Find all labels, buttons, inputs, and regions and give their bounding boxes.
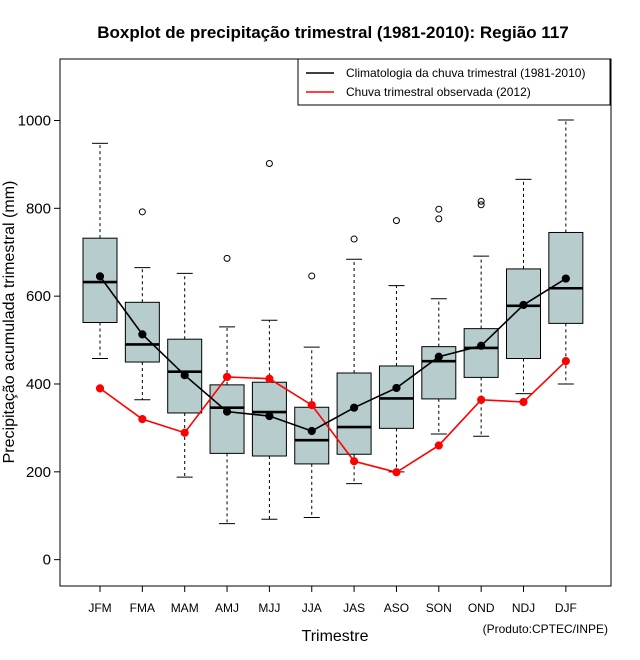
iqr-box — [251, 381, 287, 457]
legend-box — [297, 58, 611, 106]
x-tick-label: MAM — [171, 601, 199, 615]
observed-point — [307, 400, 316, 410]
observed-point — [350, 457, 359, 466]
y-tick-label: 400 — [26, 376, 51, 393]
climatology-point — [138, 330, 147, 339]
y-axis-label: Precipitação acumulada trimestral (mm) — [1, 181, 18, 464]
climatology-point — [434, 352, 443, 361]
x-tick-label: NDJ — [512, 601, 535, 615]
observed-point — [477, 395, 486, 404]
iqr-box — [506, 268, 541, 360]
iqr-box — [294, 406, 330, 465]
x-tick-label: OND — [468, 601, 495, 615]
observed-point — [95, 384, 105, 393]
climatology-series-line — [99, 275, 567, 432]
x-tick-label: JFM — [88, 601, 111, 615]
x-tick-label: JAS — [343, 601, 365, 615]
axes-layer: 0 200 400 600 800 1000 JFM FMA MAM AMJ MJJ JJA JAS AS… — [18, 112, 577, 615]
box-mjj — [251, 160, 287, 520]
climatology-point — [477, 341, 486, 350]
box-jja — [294, 272, 330, 518]
outlier-point — [308, 272, 316, 280]
observed-point — [392, 468, 401, 477]
x-tick-label: AMJ — [215, 601, 239, 615]
x-tick-label: ASO — [384, 601, 409, 615]
climatology-point — [180, 371, 189, 380]
outlier-point — [265, 160, 273, 168]
y-tick-label: 600 — [26, 288, 51, 305]
climatology-point — [561, 274, 570, 283]
x-tick-label: FMA — [130, 601, 155, 615]
climatology-point — [307, 426, 316, 436]
outlier-point — [223, 254, 231, 262]
observed-point — [222, 372, 232, 382]
x-tick-label: JJA — [302, 601, 322, 615]
y-tick-label: 200 — [26, 464, 51, 481]
observed-point — [561, 357, 570, 366]
observed-series-line — [99, 360, 567, 474]
legend-label-climatology: Climatologia da chuva trimestral (1981-2… — [346, 66, 585, 80]
box-ndj — [506, 178, 541, 395]
legend-label-observed: Chuva trimestral observada (2012) — [346, 85, 531, 99]
y-tick-label: 0 — [43, 552, 51, 569]
outlier-point — [350, 235, 358, 243]
outlier-point — [477, 201, 485, 209]
legend: Climatologia da chuva trimestral (1981-2… — [297, 58, 611, 106]
x-tick-label: MJJ — [258, 601, 280, 615]
x-axis-label: Trimestre — [302, 628, 369, 645]
outlier-point — [435, 215, 443, 223]
observed-point — [265, 374, 274, 383]
outlier-point — [138, 208, 146, 216]
chart-title: Boxplot de precipitação trimestral (1981… — [97, 23, 568, 42]
iqr-box — [209, 384, 245, 454]
climatology-point — [95, 272, 105, 281]
climatology-point — [519, 300, 528, 310]
iqr-box — [463, 328, 499, 378]
iqr-box — [378, 365, 414, 429]
observed-point — [519, 397, 528, 407]
observed-point — [434, 441, 443, 450]
series-layer — [95, 272, 570, 477]
box-aso — [378, 217, 414, 473]
box-amj — [209, 254, 245, 525]
y-tick-label: 1000 — [18, 112, 51, 129]
product-credit: (Produto:CPTEC/INPE) — [483, 622, 608, 636]
climatology-point — [222, 407, 232, 416]
outlier-point — [477, 197, 485, 205]
y-tick-label: 800 — [26, 200, 51, 217]
observed-point — [138, 415, 147, 424]
box-jas — [336, 235, 372, 485]
outlier-point — [435, 205, 443, 213]
climatology-point — [392, 383, 401, 393]
observed-point — [180, 428, 189, 437]
climatology-point — [350, 403, 359, 412]
x-tick-label: DJF — [555, 601, 577, 615]
x-tick-label: SON — [426, 601, 452, 615]
climatology-point — [265, 411, 274, 421]
outlier-point — [392, 217, 400, 225]
